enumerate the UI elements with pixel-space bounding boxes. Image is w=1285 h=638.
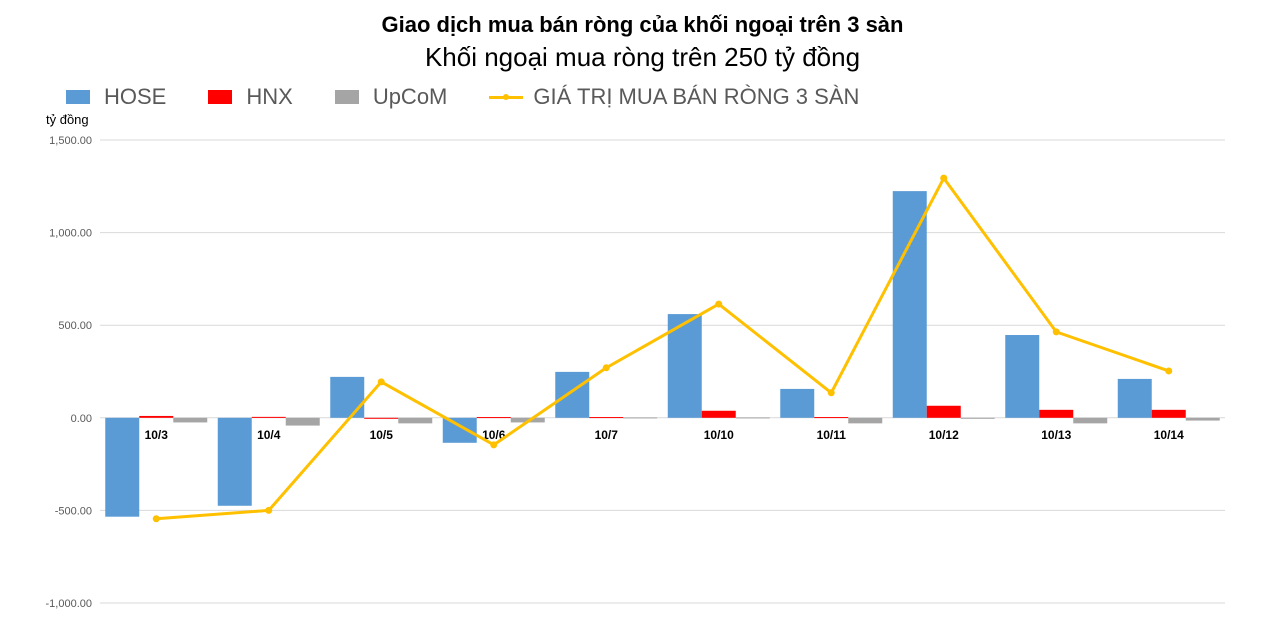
bar-upcom — [173, 417, 208, 423]
bar-upcom — [1185, 417, 1220, 421]
bar-upcom — [848, 417, 883, 424]
y-tick-label: 1,500.00 — [49, 135, 92, 147]
legend-swatch-upcom — [334, 90, 359, 104]
bar-hnx — [364, 417, 399, 419]
x-tick-label: 10/7 — [595, 428, 619, 442]
bar-hnx — [1151, 409, 1186, 418]
point-total — [715, 300, 723, 308]
bar-upcom — [285, 417, 320, 426]
x-tick-label: 10/5 — [370, 428, 394, 442]
legend-swatch-hose — [66, 90, 90, 104]
point-total — [602, 364, 610, 372]
legend-label-hnx: HNX — [246, 84, 293, 109]
legend-label-hose: HOSE — [104, 84, 167, 109]
x-tick-label: 10/4 — [257, 428, 281, 442]
point-total — [152, 515, 160, 523]
legend: HOSE HNX UpCoM GIÁ TRỊ MUA BÁN RÒNG 3 SÀ… — [66, 84, 901, 110]
bar-hnx — [701, 410, 736, 418]
bar-upcom — [735, 417, 770, 419]
chart-subtitle: Khối ngoại mua ròng trên 250 tỷ đồng — [424, 42, 861, 72]
legend-swatch-hnx — [208, 90, 233, 104]
bar-hnx — [476, 417, 511, 419]
y-tick-label: 1,000.00 — [49, 228, 92, 240]
bar-upcom — [960, 417, 995, 419]
x-tick-label: 10/3 — [145, 428, 169, 442]
point-total — [1165, 367, 1173, 375]
legend-item-upcom: UpCoM — [334, 84, 448, 110]
y-tick-label: 500.00 — [58, 320, 92, 332]
bar-hose — [1005, 335, 1040, 418]
legend-item-total: GIÁ TRỊ MUA BÁN RÒNG 3 SÀN — [489, 84, 859, 110]
legend-item-hose: HOSE — [66, 84, 166, 110]
bar-hnx — [926, 405, 961, 418]
bar-hose — [442, 417, 477, 443]
bar-upcom — [398, 417, 433, 424]
x-tick-label: 10/10 — [704, 428, 734, 442]
x-tick-label: 10/11 — [817, 428, 847, 442]
bar-hose — [780, 388, 815, 418]
chart-title: Giao dịch mua bán ròng của khối ngoại tr… — [381, 12, 904, 37]
bar-hose — [330, 376, 365, 418]
bar-hose — [105, 417, 140, 517]
point-total — [490, 441, 498, 449]
bar-hnx — [589, 417, 624, 419]
bar-hose — [217, 417, 252, 506]
x-tick-label: 10/12 — [929, 428, 959, 442]
point-total — [1052, 328, 1060, 336]
legend-label-total: GIÁ TRỊ MUA BÁN RÒNG 3 SÀN — [533, 84, 860, 109]
y-tick-label: 0.00 — [71, 413, 92, 425]
point-total — [827, 389, 835, 397]
point-total — [265, 506, 273, 514]
bar-upcom — [1073, 417, 1108, 424]
bar-hose — [1117, 378, 1152, 418]
x-tick-label: 10/13 — [1041, 428, 1071, 442]
point-total — [940, 174, 948, 182]
bar-hnx — [814, 417, 849, 419]
y-tick-label: -500.00 — [55, 505, 92, 517]
y-axis-label: tỷ đồng — [46, 112, 89, 127]
bar-hnx — [251, 416, 286, 418]
bar-upcom — [623, 417, 658, 419]
bar-hnx — [139, 415, 174, 418]
y-tick-label: -1,000.00 — [46, 598, 92, 610]
x-tick-label: 10/14 — [1154, 428, 1184, 442]
legend-item-hnx: HNX — [208, 84, 293, 110]
line-total — [156, 176, 1170, 521]
point-total — [377, 378, 385, 386]
legend-label-upcom: UpCoM — [372, 84, 448, 109]
x-tick-label: 10/6 — [482, 428, 506, 442]
bar-hnx — [1039, 409, 1074, 418]
bar-hose — [892, 191, 927, 418]
legend-swatch-total — [489, 93, 524, 100]
bar-hose — [555, 371, 590, 418]
